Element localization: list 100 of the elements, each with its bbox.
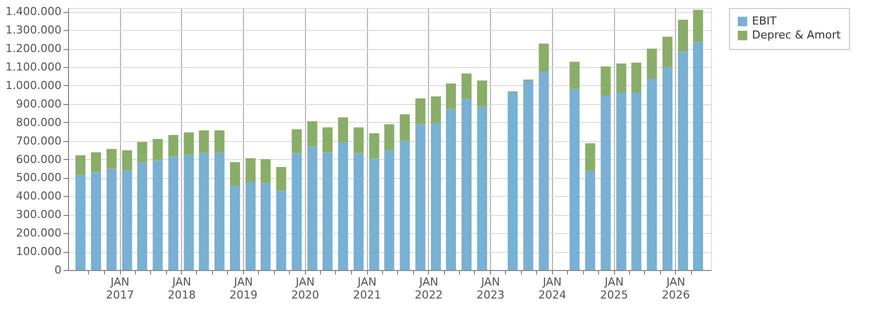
- bar: [106, 168, 117, 270]
- bar: [662, 36, 672, 68]
- bar: [477, 80, 488, 106]
- bar: [430, 96, 441, 123]
- bar: [616, 64, 626, 93]
- bar: [276, 190, 286, 270]
- y-tick-label: 900.000: [16, 97, 62, 110]
- bar: [106, 148, 117, 169]
- bar: [137, 162, 148, 270]
- x-tick-label: JAN 2026: [662, 276, 690, 302]
- bar: [152, 139, 163, 160]
- x-tick-label: JAN 2023: [476, 276, 505, 302]
- y-tick-label: 1.100.000: [6, 60, 62, 74]
- bar: [214, 152, 224, 270]
- bar: [693, 42, 704, 270]
- bar: [462, 99, 472, 270]
- bar: [137, 142, 148, 163]
- bar: [184, 132, 194, 155]
- y-tick-label: 0: [54, 264, 62, 276]
- bar: [354, 153, 364, 270]
- bar: [585, 143, 596, 172]
- y-tick-label: 1.400.000: [6, 5, 62, 18]
- y-tick-label: 700.000: [16, 134, 62, 148]
- bar: [369, 133, 380, 159]
- bar: [631, 62, 642, 93]
- y-tick-label: 1.300.000: [6, 24, 62, 37]
- bar: [631, 92, 642, 270]
- legend-label: Deprec & Amort: [752, 28, 842, 42]
- bar: [662, 67, 672, 270]
- y-tick-label: 1.000.000: [6, 78, 62, 92]
- bar: [91, 172, 101, 270]
- bar: [646, 78, 657, 270]
- bar: [75, 174, 86, 270]
- bar: [307, 121, 318, 146]
- bar: [384, 124, 394, 150]
- bar: [616, 92, 626, 270]
- bar: [260, 182, 271, 270]
- y-tick-label: 800.000: [16, 116, 62, 129]
- bar: [198, 152, 209, 270]
- y-tick-label: 600.000: [16, 152, 62, 166]
- bar: [168, 156, 178, 270]
- bar: [678, 52, 688, 270]
- bar: [570, 62, 580, 90]
- bar: [415, 98, 426, 124]
- bar: [430, 122, 441, 270]
- bar: [415, 124, 426, 270]
- bar: [122, 150, 132, 170]
- x-tick-label: JAN 2019: [229, 276, 258, 302]
- bar: [75, 155, 86, 175]
- bar: [538, 71, 549, 270]
- x-tick-label: JAN 2021: [353, 276, 382, 302]
- bar: [168, 134, 178, 157]
- x-tick-label: JAN 2025: [600, 276, 628, 302]
- bar: [230, 186, 240, 270]
- x-tick-label: JAN 2022: [414, 276, 443, 302]
- x-tick-label: JAN 2020: [291, 276, 320, 302]
- bar: [338, 142, 348, 270]
- legend-label: EBIT: [752, 14, 777, 28]
- bar: [538, 44, 549, 72]
- bar: [523, 80, 534, 270]
- bar: [122, 170, 132, 270]
- bar: [260, 159, 271, 183]
- bar: [322, 152, 333, 270]
- bar: [585, 171, 596, 270]
- bar: [462, 74, 472, 100]
- x-tick-label: JAN 2017: [106, 276, 134, 302]
- bar: [246, 182, 256, 270]
- bar: [400, 114, 410, 141]
- bar: [600, 66, 611, 96]
- y-tick-label: 400.000: [16, 190, 62, 203]
- bar: [446, 109, 456, 270]
- bar: [678, 20, 688, 52]
- bar: [322, 127, 333, 152]
- bar: [693, 10, 704, 42]
- y-tick-label: 1.200.000: [6, 42, 62, 56]
- bar: [307, 146, 318, 270]
- x-tick-label: JAN 2018: [168, 276, 196, 302]
- bar: [214, 130, 224, 153]
- bar: [384, 150, 394, 270]
- bar: [354, 127, 364, 154]
- bar: [276, 167, 286, 191]
- bar: [508, 92, 518, 270]
- bar: [184, 154, 194, 270]
- bar: [246, 158, 256, 182]
- x-tick-label: JAN 2024: [538, 276, 566, 302]
- bar: [91, 152, 101, 172]
- bar: [570, 89, 580, 270]
- bar: [646, 48, 657, 78]
- y-tick-label: 300.000: [16, 208, 62, 222]
- bar: [292, 129, 302, 154]
- bar: [400, 140, 410, 270]
- y-tick-label: 500.000: [16, 171, 62, 184]
- bar: [477, 106, 488, 270]
- bar: [369, 158, 380, 270]
- bar: [230, 162, 240, 186]
- y-tick-label: 200.000: [16, 226, 62, 240]
- bar: [338, 117, 348, 142]
- bar: [198, 130, 209, 153]
- bar: [600, 95, 611, 270]
- y-tick-label: 100.000: [16, 245, 62, 258]
